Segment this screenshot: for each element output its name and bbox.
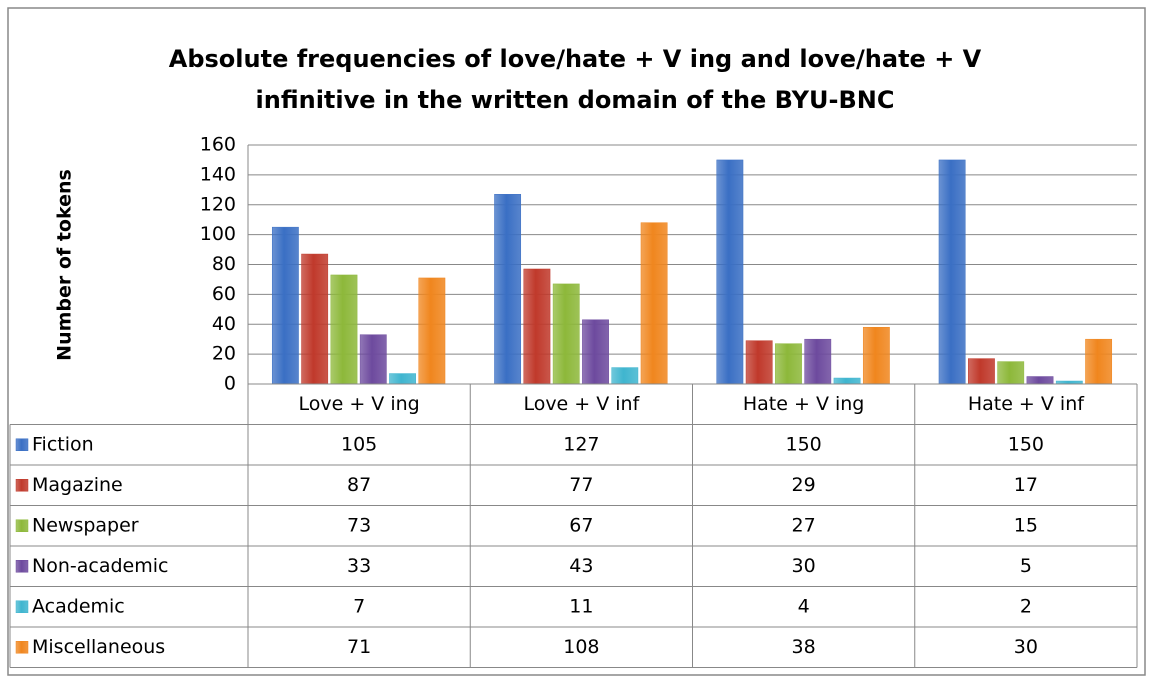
bar <box>997 361 1025 385</box>
bar <box>968 358 995 385</box>
legend-swatch <box>15 479 29 492</box>
bar <box>1085 338 1113 385</box>
x-tick-label: Hate + V inf <box>968 393 1085 415</box>
bar <box>1026 376 1054 385</box>
chart-title: infinitive in the written domain of the … <box>256 86 895 114</box>
y-tick-label: 40 <box>212 313 236 335</box>
y-tick-label: 60 <box>212 283 236 305</box>
table-value: 73 <box>347 514 371 536</box>
bar <box>745 340 773 385</box>
table-value: 127 <box>563 433 599 455</box>
bar <box>552 283 580 385</box>
table-value: 43 <box>569 555 593 577</box>
bar <box>775 343 802 385</box>
legend-swatch <box>15 560 29 573</box>
table-value: 15 <box>1014 514 1038 536</box>
table-value: 30 <box>1014 636 1038 658</box>
x-tick-label: Hate + V ing <box>743 393 865 415</box>
bar <box>833 377 861 385</box>
table-value: 5 <box>1020 555 1032 577</box>
y-tick-label: 80 <box>212 253 236 275</box>
bar <box>716 159 744 385</box>
bar <box>938 159 966 385</box>
y-tick-label: 100 <box>200 223 236 245</box>
bar <box>271 226 299 385</box>
y-axis-label: Number of tokens <box>54 169 76 361</box>
table-value: 67 <box>569 514 593 536</box>
legend-label: Newspaper <box>32 514 139 536</box>
legend-swatch <box>15 519 29 532</box>
legend-swatch <box>15 641 29 654</box>
legend-swatch <box>15 438 29 451</box>
bar <box>418 277 446 385</box>
table-value: 38 <box>792 636 816 658</box>
y-tick-label: 0 <box>224 373 236 395</box>
table-value: 71 <box>347 636 371 658</box>
legend-label: Miscellaneous <box>32 636 165 658</box>
chart-title: Absolute frequencies of love/hate + V in… <box>169 45 982 73</box>
table-value: 27 <box>792 514 816 536</box>
table-value: 33 <box>347 555 371 577</box>
x-tick-label: Love + V ing <box>299 393 420 415</box>
x-tick-label: Love + V inf <box>523 393 640 415</box>
legend-label: Magazine <box>32 474 123 496</box>
bar <box>611 367 639 385</box>
legend-swatch <box>15 600 29 613</box>
y-tick-label: 140 <box>200 163 236 185</box>
legend-label: Non-academic <box>32 555 168 577</box>
bar <box>359 334 387 385</box>
bar <box>804 338 832 385</box>
bar <box>582 319 609 385</box>
bar <box>862 326 890 385</box>
bar <box>389 373 416 385</box>
legend-label: Academic <box>32 595 125 617</box>
table-value: 17 <box>1014 474 1038 496</box>
table-value: 87 <box>347 474 371 496</box>
table-value: 108 <box>563 636 599 658</box>
table-value: 77 <box>569 474 593 496</box>
table-value: 150 <box>785 433 821 455</box>
y-tick-label: 160 <box>200 134 236 156</box>
table-value: 7 <box>353 595 365 617</box>
table-value: 11 <box>569 595 593 617</box>
table-value: 105 <box>341 433 377 455</box>
y-tick-label: 120 <box>200 193 236 215</box>
bar <box>330 274 358 385</box>
legend-label: Fiction <box>32 433 94 455</box>
bar <box>494 194 522 385</box>
table-value: 150 <box>1008 433 1044 455</box>
y-tick-label: 20 <box>212 343 236 365</box>
table-value: 30 <box>792 555 816 577</box>
table-value: 2 <box>1020 595 1032 617</box>
table-value: 29 <box>792 474 816 496</box>
bar <box>301 253 329 385</box>
bar <box>640 222 668 385</box>
bar <box>523 268 551 385</box>
table-value: 4 <box>798 595 810 617</box>
